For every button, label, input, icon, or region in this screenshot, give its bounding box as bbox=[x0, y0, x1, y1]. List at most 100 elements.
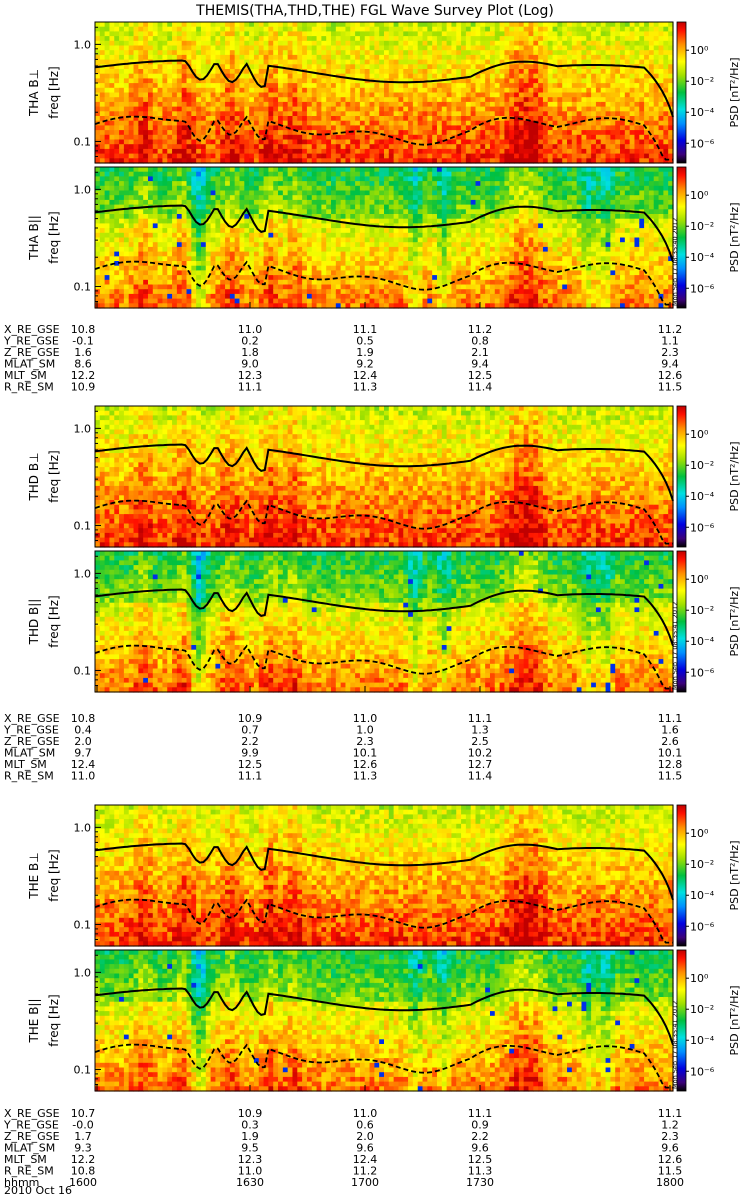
spectrogram-cell bbox=[408, 31, 414, 37]
spectrogram-cell bbox=[210, 144, 217, 150]
spectrogram-cell bbox=[306, 237, 313, 243]
spectrogram-cell bbox=[234, 130, 241, 136]
spectrogram-cell bbox=[311, 167, 318, 173]
spectrogram-cell bbox=[639, 59, 645, 65]
spectrogram-cell bbox=[644, 92, 650, 98]
spectrogram-cell bbox=[109, 298, 115, 304]
spectrogram-cell bbox=[99, 40, 106, 47]
spectrogram-cell bbox=[196, 153, 202, 159]
spectrogram-cell bbox=[157, 293, 164, 300]
spectrogram-cell bbox=[379, 36, 385, 42]
spectrogram-cell bbox=[576, 54, 583, 61]
spectrogram-cell bbox=[234, 167, 241, 173]
spectrogram-cell bbox=[624, 59, 631, 65]
spectrogram-cell bbox=[229, 303, 236, 309]
spectrogram-cell bbox=[494, 106, 501, 112]
spectrogram-cell bbox=[427, 120, 433, 126]
spectrogram-cell bbox=[104, 279, 111, 286]
spectrogram-cell bbox=[615, 153, 621, 159]
spectrogram-cell bbox=[282, 251, 289, 257]
spectrogram-cell bbox=[422, 69, 428, 75]
spectrogram-cell bbox=[668, 153, 674, 159]
spectrogram-cell bbox=[181, 40, 188, 47]
spectrogram-cell bbox=[172, 116, 178, 122]
spectrogram-cell bbox=[278, 50, 284, 56]
spectrogram-cell bbox=[615, 139, 621, 145]
spectrogram-cell bbox=[114, 256, 120, 262]
spectrogram-cell bbox=[557, 134, 563, 141]
spectrogram-cell bbox=[133, 64, 139, 70]
spectrogram-cell bbox=[278, 275, 284, 281]
spectrogram-cell bbox=[379, 26, 385, 32]
spectrogram-cell bbox=[388, 101, 395, 108]
spectrogram-cell bbox=[114, 279, 120, 286]
spectrogram-cell bbox=[225, 69, 231, 75]
spectrogram-cell bbox=[229, 246, 236, 253]
spectrogram-cell bbox=[186, 171, 192, 177]
spectrogram-cell bbox=[648, 153, 655, 159]
spectrogram-cell bbox=[244, 106, 250, 112]
spectrogram-cell bbox=[412, 106, 419, 112]
spectrogram-cell bbox=[595, 97, 602, 103]
spectrogram-cell bbox=[441, 120, 448, 126]
spectrogram-cell bbox=[220, 31, 226, 37]
spectrogram-cell bbox=[470, 83, 477, 89]
spectrogram-cell bbox=[114, 54, 120, 61]
spectrogram-cell bbox=[446, 59, 453, 65]
spectrogram-cell bbox=[542, 111, 549, 117]
spectrogram-cell bbox=[215, 148, 221, 155]
spectrogram-cell bbox=[128, 64, 135, 70]
spectrogram-cell bbox=[273, 26, 279, 32]
spectrogram-cell bbox=[196, 40, 202, 47]
spectrogram-cell bbox=[581, 45, 587, 51]
spectrogram-cell bbox=[600, 134, 607, 141]
spectrogram-cell bbox=[138, 223, 144, 229]
spectrogram-cell bbox=[225, 242, 231, 248]
spectrogram-cell bbox=[359, 139, 366, 145]
spectrogram-cell bbox=[196, 298, 202, 304]
spectrogram-cell bbox=[282, 40, 289, 47]
spectrogram-cell bbox=[200, 69, 207, 75]
spectrogram-cell bbox=[210, 40, 217, 47]
spectrogram-cell bbox=[311, 153, 318, 159]
spectrogram-cell bbox=[133, 31, 139, 37]
spectrogram-cell bbox=[220, 176, 226, 182]
spectrogram-cell bbox=[461, 69, 467, 75]
spectrogram-cell bbox=[316, 125, 322, 131]
spectrogram-cell bbox=[167, 214, 173, 220]
spectrogram-cell bbox=[172, 69, 178, 75]
spectrogram-cell bbox=[634, 73, 640, 79]
spectrogram-cell bbox=[99, 101, 106, 108]
spectrogram-cell bbox=[552, 22, 558, 28]
spectrogram-cell bbox=[167, 116, 173, 122]
spectrogram-cell bbox=[470, 158, 477, 164]
spectrogram-cell bbox=[581, 111, 587, 117]
spectrogram-cell bbox=[181, 265, 188, 271]
spectrogram-cell bbox=[494, 50, 501, 56]
spectrogram-cell bbox=[282, 83, 289, 89]
spectrogram-cell bbox=[147, 26, 154, 32]
spectrogram-cell bbox=[653, 139, 660, 145]
spectrogram-cell bbox=[220, 139, 226, 145]
spectrogram-cell bbox=[518, 92, 525, 98]
spectrogram-cell bbox=[99, 185, 106, 192]
spectrogram-cell bbox=[557, 40, 563, 47]
spectrogram-cell bbox=[138, 64, 144, 70]
spectrogram-cell bbox=[123, 199, 130, 206]
spectrogram-cell bbox=[292, 59, 298, 65]
spectrogram-cell bbox=[119, 218, 125, 224]
spectrogram-cell bbox=[446, 120, 453, 126]
spectrogram-cell bbox=[359, 64, 366, 70]
spectrogram-cell bbox=[109, 185, 115, 192]
spectrogram-cell bbox=[191, 195, 197, 201]
spectrogram-cell bbox=[340, 50, 347, 56]
spectrogram-cell bbox=[398, 59, 404, 65]
spectrogram-cell bbox=[461, 148, 467, 155]
spectrogram-cell bbox=[321, 73, 327, 79]
spectrogram-cell bbox=[441, 31, 448, 37]
spectrogram-cell bbox=[441, 92, 448, 98]
spectrogram-cell bbox=[538, 40, 544, 47]
spectrogram-cell bbox=[427, 45, 433, 51]
spectrogram-cell bbox=[509, 111, 515, 117]
spectrogram-cell bbox=[138, 265, 144, 271]
